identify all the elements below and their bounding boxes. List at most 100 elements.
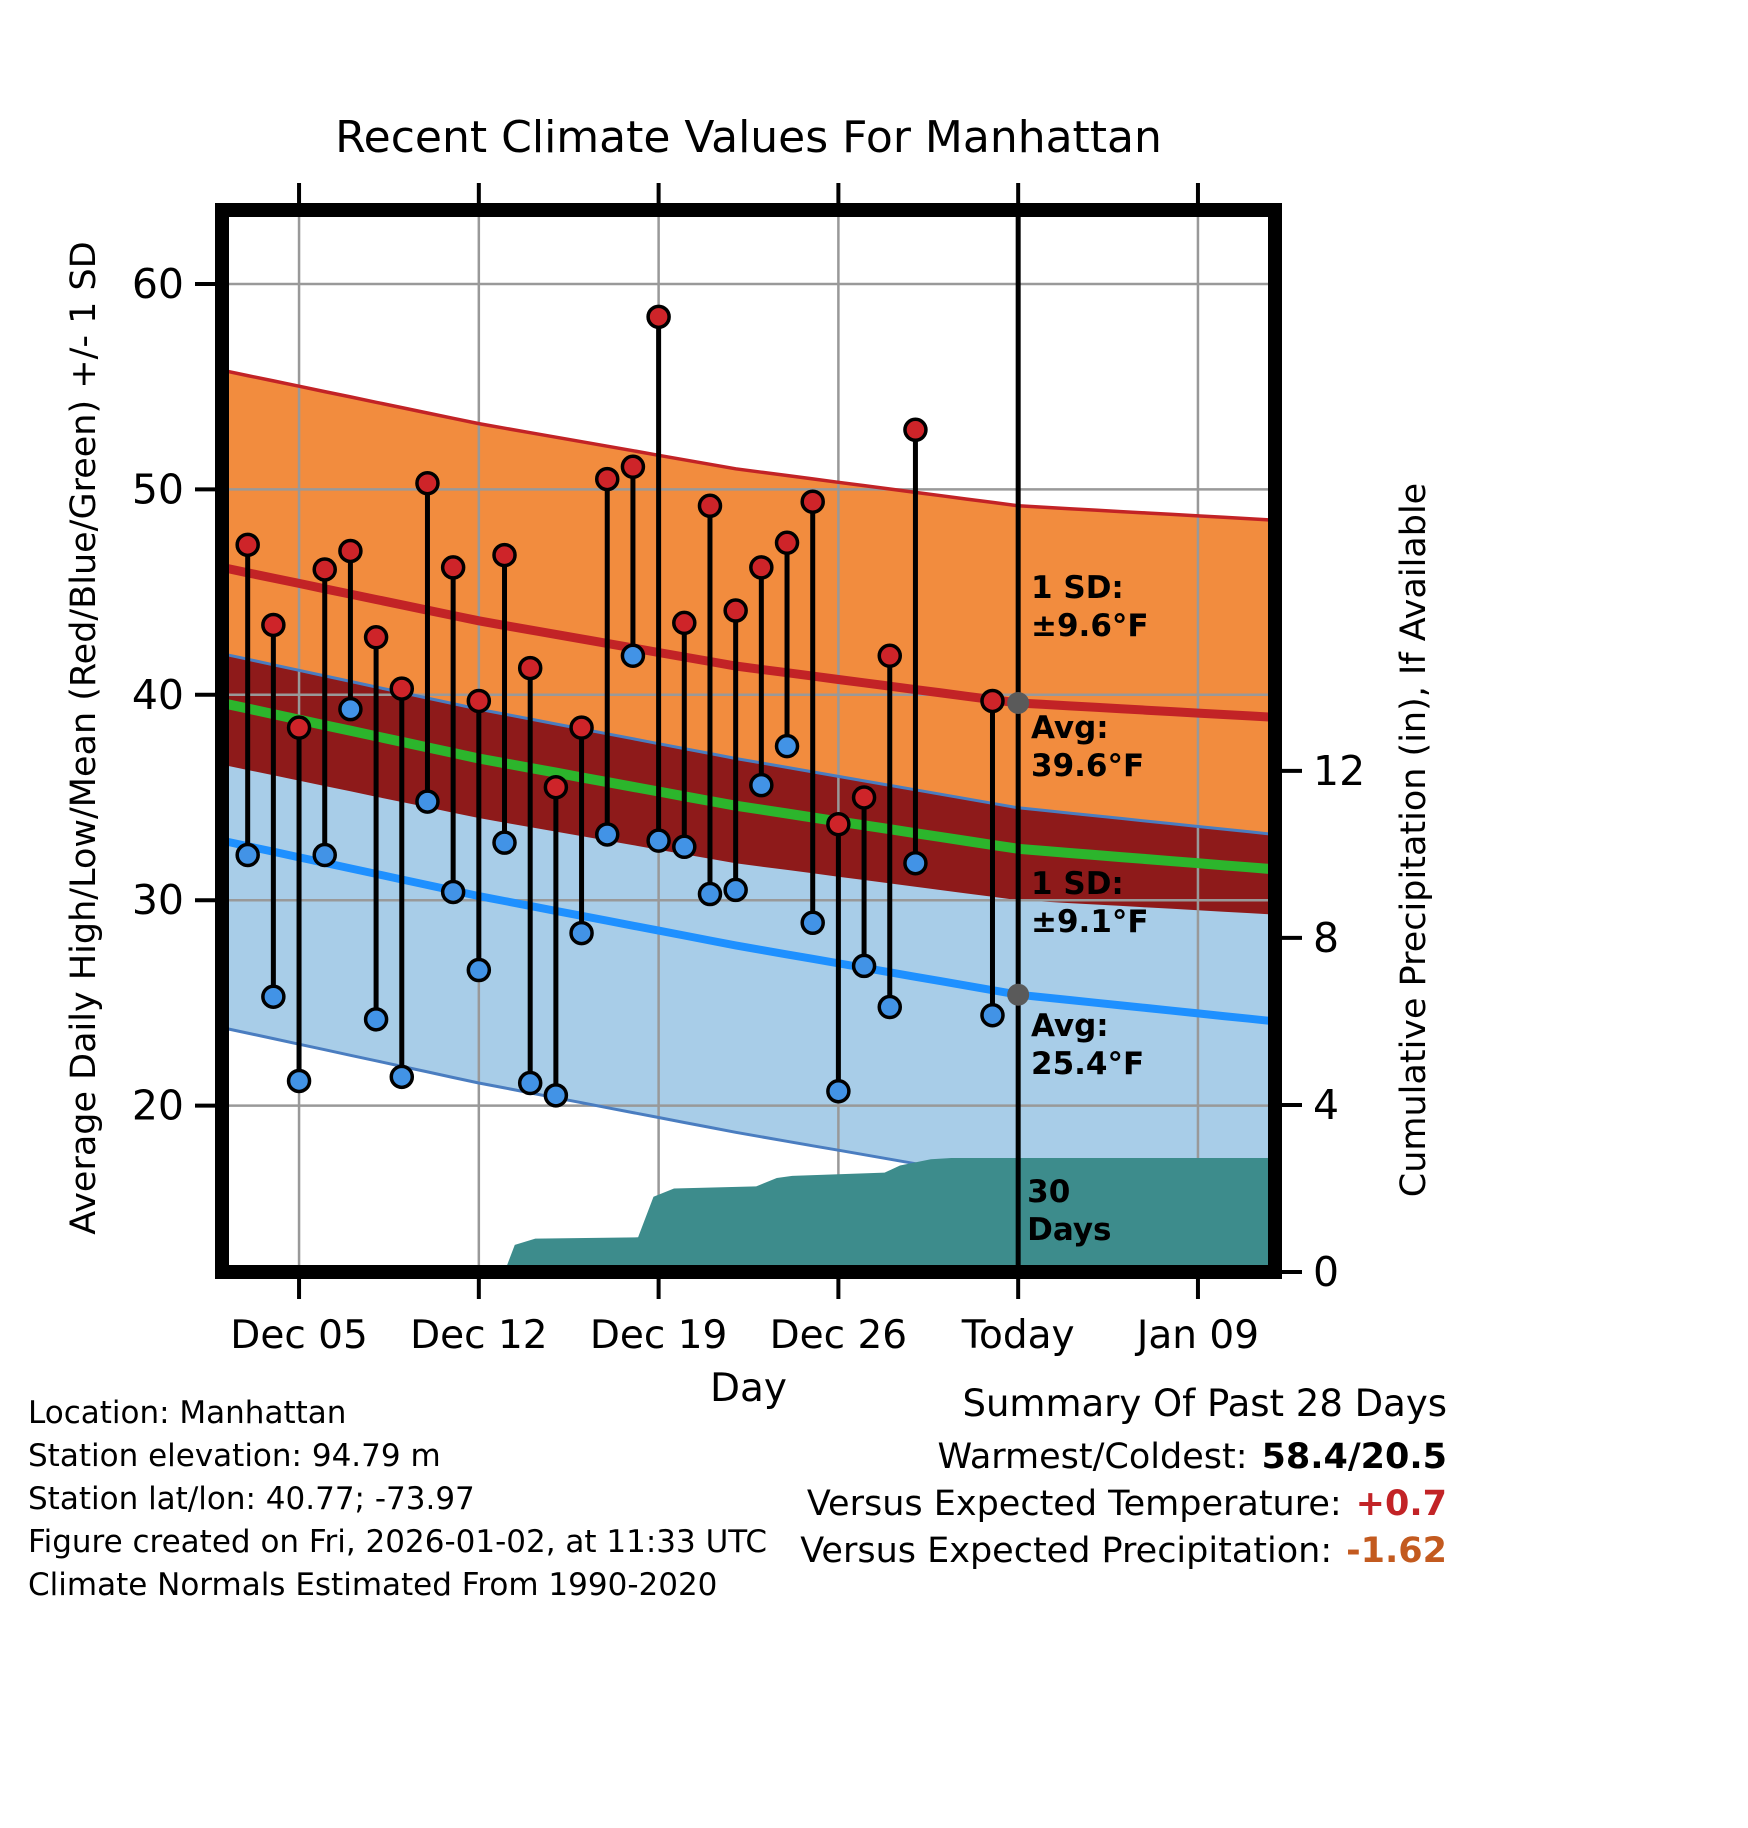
meta-created: Figure created on Fri, 2026-01-02, at 11… [28, 1524, 768, 1560]
annotation-text: 30 [1027, 1174, 1070, 1210]
annotation-text: Avg: [1031, 1008, 1109, 1044]
summary-value-1: +0.7 [1355, 1484, 1447, 1524]
annotation-text: 1 SD: [1031, 570, 1124, 606]
daily-high-dot [697, 493, 723, 519]
daily-low-dot [338, 696, 363, 722]
daily-low-dot [800, 910, 825, 936]
daily-low-dot [440, 879, 466, 905]
avg-low-line [221, 836, 1276, 1026]
figure-metadata: Location: Manhattan Station elevation: 9… [28, 1392, 767, 1607]
daily-high-dot [517, 655, 543, 681]
daily-low-dot [594, 822, 620, 847]
temp-tick-label: 20 [132, 1082, 184, 1130]
daily-low-dot [492, 830, 517, 855]
meta-latlon: Station lat/lon: 40.77; -73.97 [28, 1481, 475, 1517]
x-tick-label: Dec 12 [410, 1313, 548, 1358]
daily-high-dot [672, 610, 697, 636]
daily-high-dot [620, 454, 646, 480]
x-tick-label: Dec 05 [230, 1313, 368, 1358]
daily-low-dot [826, 1078, 851, 1104]
x-tick-label: Jan 09 [1134, 1313, 1259, 1358]
daily-low-dot [517, 1070, 543, 1096]
daily-low-dot [286, 1068, 312, 1094]
daily-low-dot [774, 733, 800, 759]
annotation-text: Avg: [1031, 710, 1109, 746]
daily-high-dot [800, 489, 825, 514]
daily-high-dot [774, 530, 800, 556]
daily-high-dot [389, 676, 415, 701]
temp-tick-label: 30 [132, 876, 184, 924]
cumulative-precip-area [222, 1158, 1275, 1272]
x-axis-label: Day [709, 1366, 787, 1411]
precip-tick-label: 0 [1313, 1248, 1339, 1296]
daily-high-dot [851, 785, 877, 810]
daily-low-dot [723, 877, 748, 903]
summary-row-vs-precipitation: Versus Expected Precipitation: -1.62 [800, 1528, 1447, 1575]
avg-high-line [221, 562, 1276, 722]
daily-high-dot [440, 555, 466, 580]
daily-low-dot [672, 834, 697, 860]
temp-tick-label: 60 [132, 260, 184, 308]
daily-low-dot [697, 881, 723, 907]
high-plus-1sd-line [221, 368, 1276, 522]
daily-high-dot [980, 688, 1005, 714]
daily-low-dot [569, 920, 594, 946]
daily-high-dot [903, 417, 928, 443]
daily-high-dot [466, 688, 492, 714]
summary-label: Warmest/Coldest: [937, 1437, 1248, 1477]
daily-high-dot [492, 542, 517, 568]
daily-high-dot [415, 470, 440, 496]
x-tick-label: Dec 19 [590, 1313, 728, 1358]
daily-low-dot [749, 772, 774, 798]
right-axis-label: Cumulative Precipitation (in), If Availa… [1394, 482, 1434, 1198]
annotation-text: 39.6°F [1031, 748, 1144, 784]
temp-tick-label: 50 [132, 465, 184, 513]
x-tick-label: Today [961, 1313, 1075, 1358]
daily-low-dot [543, 1083, 569, 1108]
daily-low-dot [363, 1007, 389, 1032]
daily-high-dot [338, 538, 363, 564]
daily-low-dot [620, 643, 646, 669]
daily-low-dot [980, 1002, 1005, 1028]
today-avg-high-dot [1007, 691, 1030, 714]
summary-row-vs-temperature: Versus Expected Temperature: +0.7 [800, 1481, 1447, 1528]
x-tick-label: Dec 26 [770, 1313, 908, 1358]
daily-high-dot [261, 612, 286, 638]
daily-low-dot [877, 994, 903, 1020]
plot-frame [215, 203, 1282, 1279]
today-avg-low-dot [1007, 983, 1030, 1006]
daily-low-dot [903, 850, 928, 876]
daily-high-dot [877, 643, 903, 669]
mean-line [220, 698, 1276, 875]
temp-tick-label: 40 [132, 671, 184, 719]
meta-elevation: Station elevation: 94.79 m [28, 1438, 441, 1474]
annotation-text: 25.4°F [1031, 1046, 1144, 1082]
daily-high-dot [646, 304, 671, 330]
left-axis-label: Average Daily High/Low/Mean (Red/Blue/Gr… [64, 241, 104, 1235]
daily-low-dot [466, 957, 492, 983]
daily-low-dot [235, 842, 260, 868]
daily-high-dot [543, 774, 569, 800]
annotation-text: 1 SD: [1031, 866, 1124, 902]
daily-high-dot [312, 557, 337, 582]
meta-normals: Climate Normals Estimated From 1990-2020 [28, 1567, 718, 1603]
daily-high-dot [569, 715, 594, 740]
summary-title: Summary Of Past 28 Days [962, 1382, 1447, 1425]
daily-low-dot [261, 984, 286, 1009]
daily-high-dot [363, 625, 389, 650]
summary-value-0: 58.4/20.5 [1261, 1437, 1448, 1477]
annotation-text: ±9.6°F [1031, 608, 1149, 644]
daily-low-dot [415, 789, 440, 814]
daily-low-dot [851, 953, 877, 979]
summary-panel: Summary Of Past 28 Days Warmest/Coldest:… [800, 1382, 1447, 1575]
precip-tick-label: 8 [1313, 914, 1339, 962]
precip-tick-label: 4 [1313, 1081, 1339, 1129]
annotation-text: ±9.1°F [1031, 904, 1149, 940]
daily-high-dot [749, 555, 774, 580]
daily-high-dot [594, 466, 620, 492]
daily-high-dot [723, 598, 748, 623]
summary-row-warmest-coldest: Warmest/Coldest: 58.4/20.5 [800, 1434, 1447, 1481]
daily-low-dot [389, 1064, 415, 1090]
